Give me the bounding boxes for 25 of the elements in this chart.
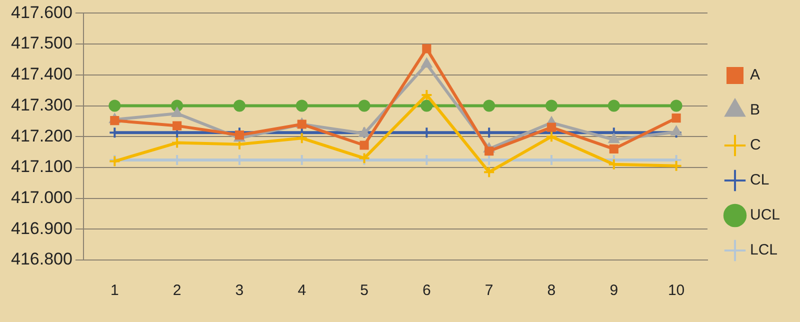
- y-tick-label: 416.900: [11, 218, 72, 238]
- y-tick-label: 417.200: [11, 126, 72, 146]
- x-tick-label: 3: [235, 282, 244, 300]
- x-tick-label: 2: [172, 282, 182, 300]
- y-tick-label: 417.600: [11, 2, 72, 22]
- x-tick-label: 1: [110, 282, 119, 300]
- x-tick-label: 8: [547, 282, 556, 300]
- x-tick-label: 5: [360, 282, 368, 300]
- x-tick-label: 9: [610, 282, 618, 300]
- y-tick-label: 417.100: [11, 157, 72, 176]
- y-tick-label: 416.800: [11, 250, 72, 269]
- legend-label: LCL: [750, 242, 778, 259]
- legend-label: UCL: [750, 206, 780, 224]
- y-tick-label: 417.400: [11, 64, 72, 84]
- x-tick-label: 6: [422, 282, 431, 300]
- y-tick-label: 417.300: [11, 95, 72, 114]
- x-tick-label: 7: [484, 282, 494, 300]
- legend-label: C: [750, 136, 761, 154]
- x-tick-label: 4: [298, 282, 306, 300]
- legend-label: A: [750, 66, 760, 84]
- y-tick-label: 417.000: [11, 188, 72, 207]
- y-tick-label: 417.500: [11, 34, 72, 53]
- x-tick-label: 10: [668, 282, 685, 300]
- legend-label: CL: [750, 172, 770, 189]
- legend-label: B: [750, 102, 760, 119]
